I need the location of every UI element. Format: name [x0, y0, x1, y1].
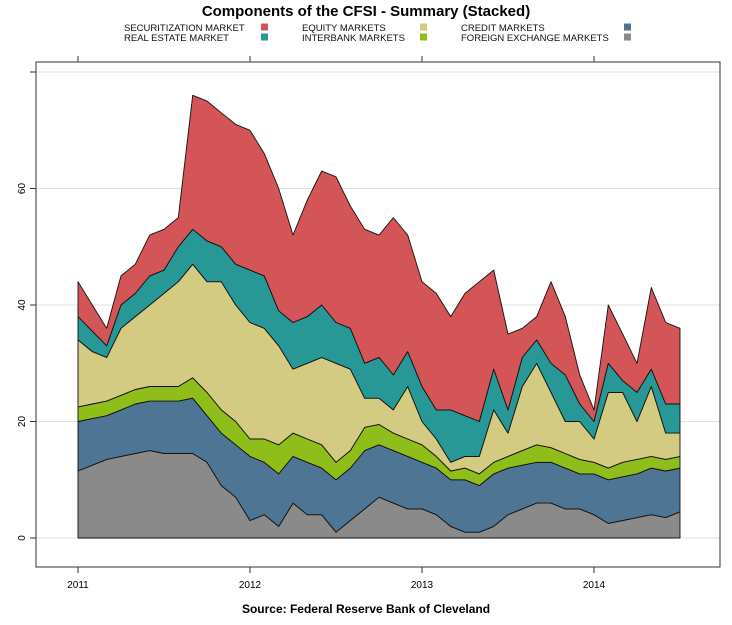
legend-item: REAL ESTATE MARKET	[124, 33, 268, 44]
legend-item: SECURITIZATION MARKET	[124, 23, 268, 34]
chart-title: Components of the CFSI - Summary (Stacke…	[202, 3, 530, 20]
legend-label: REAL ESTATE MARKET	[124, 33, 229, 44]
legend-label: INTERBANK MARKETS	[302, 33, 405, 44]
area-securitization-market	[77, 94, 681, 422]
x-tick-label: 2011	[67, 580, 89, 591]
stacked-areas	[77, 94, 681, 539]
legend-swatch	[624, 23, 631, 31]
legend-swatch	[624, 33, 631, 41]
legend-label: FOREIGN EXCHANGE MARKETS	[461, 33, 609, 44]
legend-item: CREDIT MARKETS	[461, 23, 631, 34]
y-tick-label: 40	[17, 299, 28, 311]
legend-swatch	[261, 33, 268, 41]
legend-label: CREDIT MARKETS	[461, 23, 545, 34]
plot-frame	[35, 61, 721, 568]
legend-swatch	[420, 33, 427, 41]
legend-label: SECURITIZATION MARKET	[124, 23, 245, 34]
x-tick-label: 2014	[583, 580, 606, 591]
legend-swatch	[420, 23, 427, 31]
legend-item: EQUITY MARKETS	[302, 23, 427, 34]
x-tick-label: 2012	[239, 580, 262, 591]
y-tick-label: 60	[17, 183, 28, 195]
legend-item: INTERBANK MARKETS	[302, 33, 427, 44]
y-tick-label: 20	[17, 416, 28, 428]
source-caption: Source: Federal Reserve Bank of Clevelan…	[242, 602, 490, 616]
legend-label: EQUITY MARKETS	[302, 23, 386, 34]
legend-item: FOREIGN EXCHANGE MARKETS	[461, 33, 631, 44]
legend-swatch	[261, 23, 268, 31]
axes: 0 20 40 60 2011 2012 2013 2014	[17, 56, 606, 591]
x-tick-label: 2013	[411, 580, 434, 591]
y-tick-label: 0	[17, 535, 28, 541]
